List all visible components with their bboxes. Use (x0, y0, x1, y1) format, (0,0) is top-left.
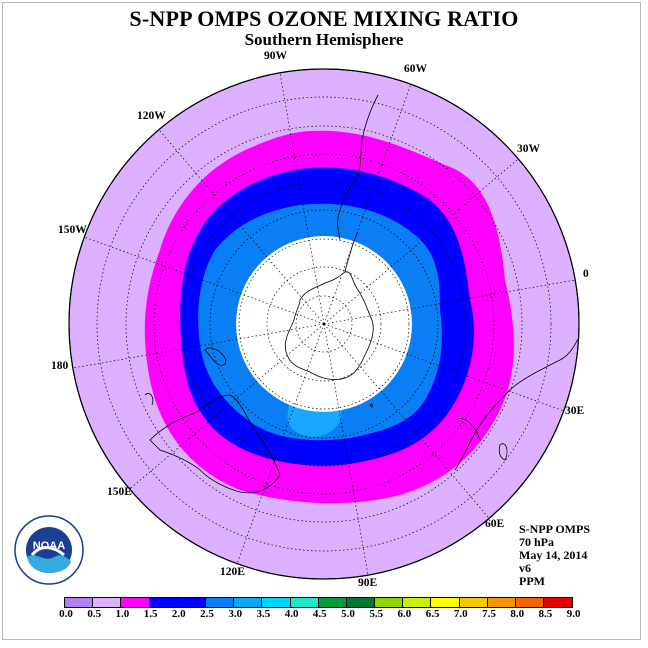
color-tick-label: 3.0 (228, 608, 243, 620)
color-swatch (65, 598, 94, 607)
color-tick-label: 7.0 (453, 608, 468, 620)
color-swatch (234, 598, 263, 607)
color-tick-label: 0.5 (87, 608, 102, 620)
meridian-lines (72, 72, 576, 576)
color-tick-label: 3.5 (256, 608, 271, 620)
lon-label-90w: 90W (264, 50, 287, 62)
map-subtitle: Southern Hemisphere (244, 30, 404, 49)
color-swatch (290, 598, 319, 607)
color-swatch (403, 598, 432, 607)
lon-label-90e: 90E (358, 577, 378, 589)
info-level: 70 hPa (519, 535, 555, 549)
image-frame (2, 2, 641, 640)
color-tick-label: 0.0 (59, 608, 73, 620)
coastlines (144, 94, 579, 494)
color-tick-label: 4.0 (284, 608, 299, 620)
info-version: v6 (519, 561, 531, 575)
lon-label-120w: 120W (137, 110, 166, 122)
color-swatch (516, 598, 545, 607)
info-panel: S-NPP OMPS 70 hPa May 14, 2014 v6 PPM (519, 523, 590, 588)
color-swatch (205, 598, 235, 607)
info-instrument: S-NPP OMPS (519, 522, 590, 536)
color-scale-ticks: 0.0 0.5 1.0 1.5 2.0 2.5 3.0 3.5 4.0 4.5 5.0 5.5 6.0 6… (0, 608, 648, 622)
lon-label-30w: 30W (517, 143, 540, 155)
noaa-logo-text: NOAA (33, 540, 65, 552)
color-tick-label: 8.0 (510, 608, 525, 620)
lon-label-120e: 120E (220, 566, 245, 578)
color-swatch (262, 598, 291, 607)
color-tick-label: 9.0 (566, 608, 581, 620)
color-swatch (93, 598, 122, 607)
color-tick-label: 1.5 (143, 608, 158, 620)
noaa-logo: NOAA (14, 515, 84, 585)
lon-label-180: 180 (51, 360, 69, 372)
color-swatch (459, 598, 488, 607)
lon-label-60e: 60E (485, 518, 505, 530)
color-swatch (431, 598, 460, 607)
info-units: PPM (519, 574, 545, 588)
color-tick-label: 8.5 (538, 608, 553, 620)
color-swatch (544, 598, 573, 607)
color-tick-label: 6.5 (425, 608, 440, 620)
lon-label-30e: 30E (565, 405, 585, 417)
color-tick-label: 5.0 (341, 608, 355, 620)
color-swatch (346, 598, 376, 607)
lon-label-150w: 150W (58, 224, 87, 236)
color-scale-bar (64, 597, 574, 608)
color-tick-label: 7.5 (482, 608, 496, 620)
color-tick-label: 4.5 (312, 608, 327, 620)
color-swatch (121, 598, 150, 607)
color-tick-label: 2.5 (200, 608, 214, 620)
color-swatch (318, 598, 347, 607)
color-tick-label: 6.0 (397, 608, 412, 620)
color-swatch (487, 598, 516, 607)
color-tick-label: 2.0 (171, 608, 186, 620)
color-tick-label: 1.0 (115, 608, 130, 620)
color-swatch (177, 598, 206, 607)
lon-label-0: 0 (583, 268, 589, 280)
color-swatch (375, 598, 404, 607)
color-tick-label: 5.5 (369, 608, 384, 620)
info-date: May 14, 2014 (519, 548, 588, 562)
lon-label-60w: 60W (404, 63, 427, 75)
color-swatch (149, 598, 178, 607)
latitude-lines (96, 96, 552, 552)
lon-label-150e: 150E (107, 486, 132, 498)
map-title: S-NPP OMPS OZONE MIXING RATIO (129, 6, 519, 31)
